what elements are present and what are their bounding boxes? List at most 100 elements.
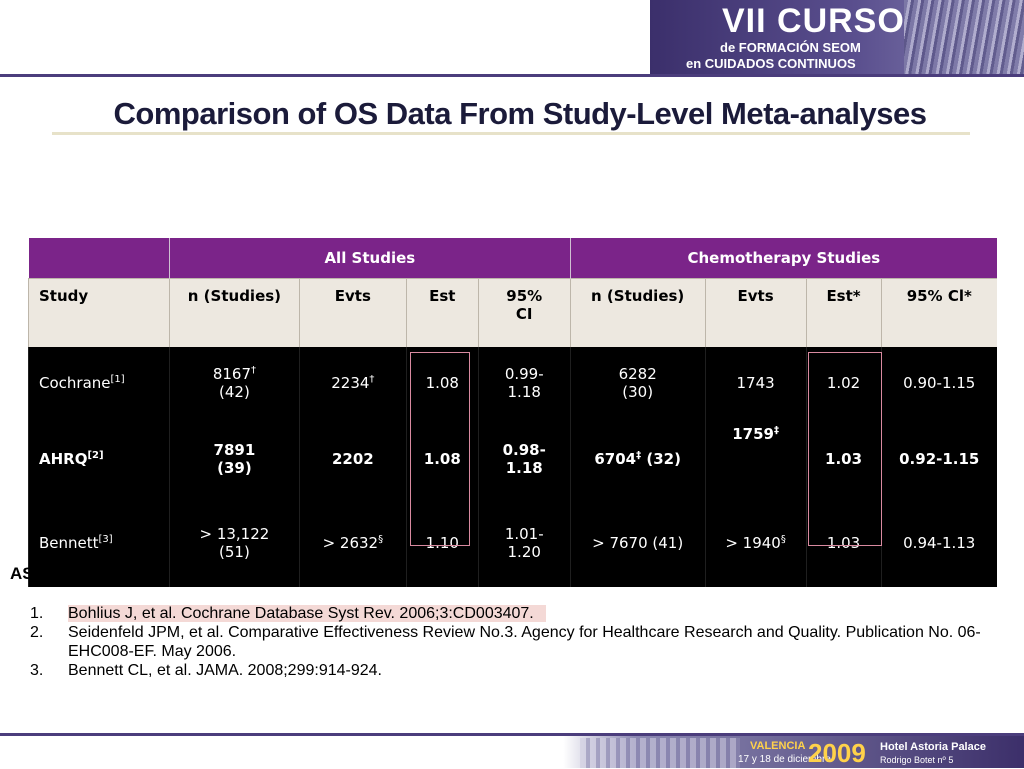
footer-pattern	[580, 738, 740, 768]
footer-year: 2009	[808, 738, 866, 768]
n-count: (51)	[219, 543, 250, 561]
os-data-table: All Studies Chemotherapy Studies Study n…	[28, 238, 997, 587]
est-cell: 1.08	[405, 347, 479, 419]
chemo-est-cell: 1.02	[805, 347, 882, 419]
table-row: Cochrane[1] 8167† (42) 2234† 1.08 0.99- 1…	[28, 347, 997, 419]
n-count: (42)	[219, 383, 250, 401]
chemo-evts-footnote: ‡	[773, 425, 779, 436]
ash-label: ASH 2008 ( Bohlius )	[10, 564, 177, 583]
n-studies-cell: > 13,122 (51)	[168, 499, 300, 587]
n-value: 7891	[213, 441, 256, 459]
slide-title: Comparison of OS Data From Study-Level M…	[113, 96, 927, 131]
est-cell: 1.10	[405, 499, 479, 587]
column-header: n (Studies)	[569, 278, 706, 347]
chemo-est-cell: 1.03	[805, 499, 882, 587]
building-graphic	[904, 0, 1024, 74]
footer-divider	[0, 733, 1024, 736]
n-value: > 13,122	[199, 525, 270, 543]
chemo-evts-value: > 1940	[725, 534, 781, 552]
chemo-n-cell: 6704‡ (32)	[569, 419, 706, 499]
ci-cell: 0.99- 1.18	[477, 347, 571, 419]
column-header-row: Study n (Studies) Evts Est 95% CI n (Stu…	[28, 278, 997, 347]
banner-line-1: VII CURSO	[722, 2, 905, 40]
n-value: 8167	[212, 365, 251, 383]
chemo-ci-cell: 0.90-1.15	[880, 347, 997, 419]
study-name: Bennett	[39, 534, 99, 552]
reference-number: 1.	[30, 605, 44, 622]
chemo-n-footnote: ‡	[636, 450, 642, 461]
column-header: 95% Cl*	[880, 278, 997, 347]
group-header-blank	[28, 238, 170, 279]
chemo-n-count: (32)	[641, 450, 681, 468]
chemo-evts-cell: 1759‡	[704, 419, 807, 499]
n-studies-cell: 8167† (42)	[168, 347, 300, 419]
footer-street: Rodrigo Botet nº 5	[880, 755, 954, 765]
chemo-est-cell: 1.03	[805, 419, 882, 499]
chemo-ci-cell: 0.94-1.13	[880, 499, 997, 587]
evts-footnote: †	[369, 374, 375, 385]
evts-cell: 2202	[298, 419, 407, 499]
chemo-n-cell: 6282 (30)	[569, 347, 706, 419]
column-header: Evts	[298, 278, 407, 347]
header-divider	[0, 74, 1024, 77]
reference-text: Seidenfeld JPM, et al. Comparative Effec…	[68, 624, 981, 660]
chemo-n-value: 6282	[618, 365, 657, 383]
evts-value: 2234	[331, 374, 370, 392]
study-cell: Bennett[3]	[28, 499, 170, 587]
chemo-ci-cell: 0.92-1.15	[880, 419, 997, 499]
group-header-row: All Studies Chemotherapy Studies	[28, 238, 997, 279]
ash-n-chemo: 10.441	[617, 564, 669, 583]
reference-item: 1. Bohlius J, et al. Cochrane Database Sy…	[30, 604, 990, 623]
course-banner: VII CURSO de FORMACIÓN SEOM en CUIDADOS …	[650, 0, 1024, 74]
chemo-evts-footnote: §	[780, 534, 786, 545]
group-header-chemo: Chemotherapy Studies	[569, 238, 997, 279]
chemo-est-highlight-box	[808, 352, 882, 546]
n-footnote: †	[251, 365, 256, 376]
chemo-evts-cell: > 1940§	[704, 499, 807, 587]
study-cell: AHRQ[2]	[28, 419, 170, 499]
table-row: AHRQ[2] 7891 (39) 2202 1.08 0.98- 1.18 67…	[28, 419, 997, 499]
study-name: Cochrane	[39, 374, 111, 392]
study-ref: [2]	[87, 450, 104, 461]
reference-item: 3. Bennett CL, et al. JAMA. 2008;299:914-…	[30, 661, 990, 680]
chemo-evts-value: 1759	[732, 425, 774, 443]
reference-text: Bennett CL, et al. JAMA. 2008;299:914-92…	[68, 662, 382, 679]
est-cell: 1.08	[405, 419, 479, 499]
column-header: Study	[28, 278, 170, 347]
reference-text: Bohlius J, et al. Cochrane Database Syst…	[68, 605, 546, 622]
reference-number: 2.	[30, 624, 44, 641]
chemo-n-count: (30)	[622, 383, 654, 401]
est-highlight-box	[410, 352, 470, 546]
study-name: AHRQ	[39, 450, 88, 468]
n-count: (39)	[217, 459, 252, 477]
footer-city: VALENCIA	[750, 740, 806, 752]
ash-est-all: 1.06	[424, 564, 458, 583]
column-header: 95% CI	[477, 278, 571, 347]
column-header: Est	[405, 278, 479, 347]
event-footer: VALENCIA 17 y 18 de diciembre 2009 Hotel…	[0, 736, 1024, 768]
ash-ci-all: 1.00-1.12	[488, 564, 560, 583]
ash-est-chemo: 1.04	[828, 564, 862, 583]
ash-n-all: 13.933	[218, 564, 270, 583]
ci-cell: 1.01- 1.20	[477, 499, 571, 587]
reference-list: 1. Bohlius J, et al. Cochrane Database Sy…	[30, 604, 990, 680]
column-header: n (Studies)	[168, 278, 300, 347]
ci-cell: 0.98- 1.18	[477, 419, 571, 499]
study-ref: [1]	[110, 374, 125, 385]
chemo-n-cell: > 7670 (41)	[569, 499, 706, 587]
group-header-all: All Studies	[168, 238, 571, 279]
study-cell: Cochrane[1]	[28, 347, 170, 419]
chemo-evts-cell: 1743	[704, 347, 807, 419]
reference-number: 3.	[30, 662, 44, 679]
footer-dates: 17 y 18 de diciembre	[738, 754, 831, 765]
evts-cell: > 2632§	[298, 499, 407, 587]
n-studies-cell: 7891 (39)	[168, 419, 300, 499]
evts-value: > 2632	[322, 534, 379, 552]
column-header: Est*	[805, 278, 882, 347]
footer-hotel: Hotel Astoria Palace	[880, 741, 986, 753]
evts-cell: 2234†	[298, 347, 407, 419]
reference-item: 2. Seidenfeld JPM, et al. Comparative Eff…	[30, 623, 990, 661]
banner-line-2: de FORMACIÓN SEOM	[720, 40, 861, 55]
title-underline	[52, 132, 970, 135]
ash-ci-chemo: 0.97-1.11	[904, 564, 975, 583]
